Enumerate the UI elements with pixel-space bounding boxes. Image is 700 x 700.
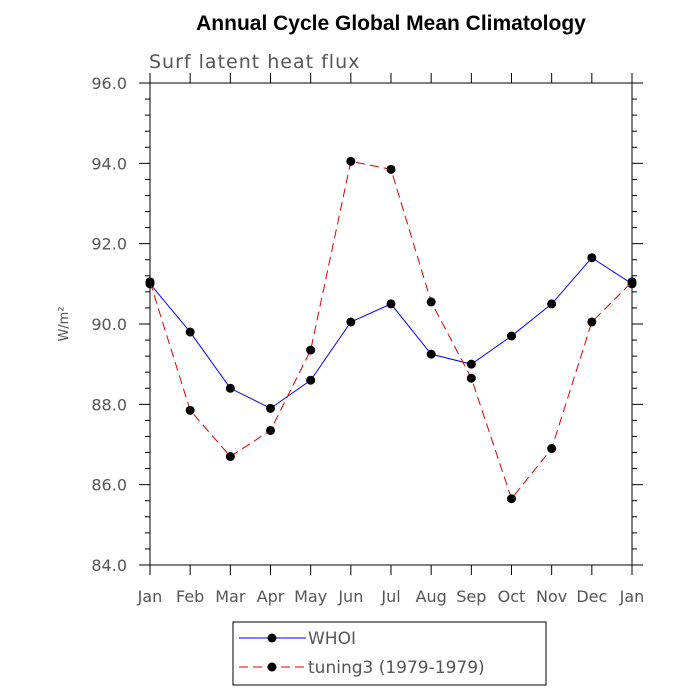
x-tick-label: Oct	[498, 587, 526, 606]
y-axis-label: W/m²	[57, 306, 72, 341]
data-point	[346, 156, 356, 166]
plot-frame	[149, 82, 633, 566]
data-point	[266, 425, 275, 435]
data-point	[507, 331, 516, 341]
x-tick-label: Aug	[416, 587, 447, 606]
series-line	[149, 160, 633, 500]
data-point	[587, 317, 597, 327]
legend-label: WHOI	[308, 629, 356, 649]
data-point	[306, 375, 316, 385]
legend-box	[232, 621, 547, 686]
data-point	[466, 373, 476, 383]
axes: Jan Feb Mar Apr May Jun Jul Aug Sep Oct Nov Dec Jan 8…	[91, 73, 644, 606]
chart-title: Annual Cycle Global Mean Climatology	[196, 12, 586, 35]
data-point	[507, 494, 516, 504]
series-layer	[145, 156, 637, 504]
x-tick-label: Jan	[619, 587, 645, 606]
x-tick-label: Mar	[215, 587, 246, 606]
data-point	[225, 383, 235, 393]
data-point	[185, 405, 195, 415]
data-point	[145, 277, 155, 287]
data-point	[547, 299, 557, 309]
data-point	[587, 253, 597, 263]
y-tick-label: 94.0	[91, 154, 127, 173]
chart-subtitle: Surf latent heat flux	[149, 51, 360, 73]
series-line	[149, 257, 633, 409]
y-tick-label: 88.0	[91, 395, 127, 414]
data-point	[306, 345, 316, 355]
data-point	[386, 164, 396, 174]
legend: WHOI tuning3 (1979-1979)	[232, 621, 547, 686]
x-tick-label: Jan	[137, 587, 163, 606]
y-tick-label: 90.0	[91, 315, 127, 334]
x-tick-label: May	[294, 587, 327, 606]
data-point	[225, 452, 235, 462]
x-tick-label: Jun	[337, 587, 363, 606]
series-2	[145, 156, 637, 504]
data-point	[547, 444, 557, 454]
x-tick-label: Jul	[380, 587, 400, 606]
legend-marker	[267, 633, 277, 643]
y-tick-label: 84.0	[91, 556, 127, 575]
y-tick-label: 96.0	[91, 74, 127, 93]
x-tick-label: Dec	[576, 587, 607, 606]
data-point	[386, 299, 396, 309]
x-tick-label: Feb	[176, 587, 204, 606]
data-point	[466, 359, 476, 369]
y-tick-label: 86.0	[91, 476, 127, 495]
legend-label: tuning3 (1979-1979)	[308, 658, 485, 678]
y-tick-label: 92.0	[91, 235, 127, 254]
x-tick-label: Nov	[536, 587, 567, 606]
legend-marker	[267, 662, 277, 672]
data-point	[266, 403, 275, 413]
series-1	[145, 253, 637, 413]
data-point	[426, 349, 436, 359]
x-tick-label: Sep	[456, 587, 486, 606]
data-point	[185, 327, 195, 337]
data-point	[627, 277, 637, 287]
data-point	[346, 317, 356, 327]
x-tick-label: Apr	[257, 587, 285, 606]
data-point	[426, 297, 436, 307]
